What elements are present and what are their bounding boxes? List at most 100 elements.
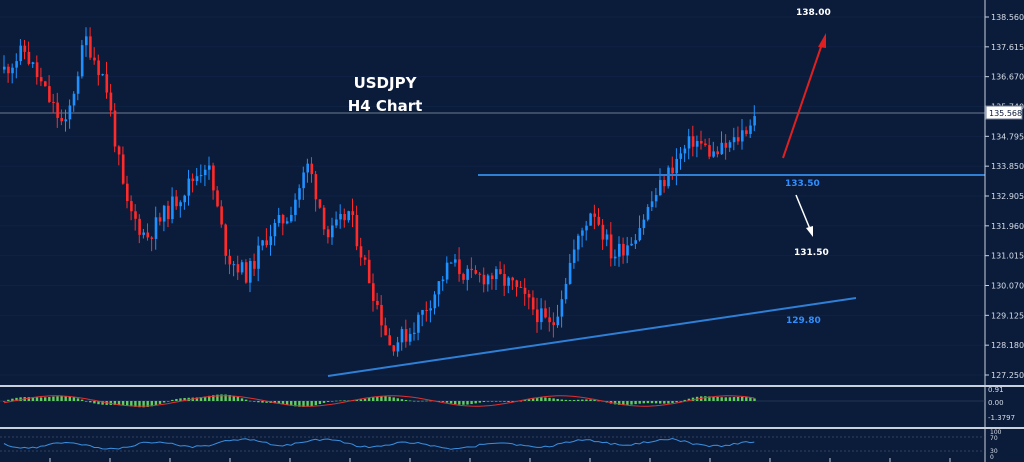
macd-bar [404, 399, 408, 401]
macd-bar [499, 401, 502, 402]
macd-bar [339, 400, 342, 402]
candle-body [228, 255, 232, 265]
rsi-tick-label: 70 [990, 435, 998, 442]
up-arrow [782, 43, 823, 159]
candle-body [68, 105, 72, 120]
macd-bar [708, 396, 711, 401]
candle-body [306, 163, 309, 173]
candle-body [191, 178, 195, 182]
price-tick-label: 132.905 [991, 192, 1024, 201]
candle-body [285, 221, 289, 224]
candle-body [48, 86, 51, 102]
macd-bar [490, 401, 494, 402]
candle-body [380, 304, 383, 326]
price-axis: 138.560137.615136.670135.740134.795133.8… [985, 13, 1024, 380]
macd-bar [93, 401, 96, 404]
candle-body [314, 174, 318, 200]
candle-body [101, 74, 104, 76]
macd-bar [544, 397, 547, 401]
macd-bar [35, 397, 39, 401]
support-trendline[interactable] [327, 297, 857, 377]
candle-body [23, 45, 27, 52]
candle-body [335, 219, 338, 226]
macd-bar [523, 400, 527, 401]
macd-bar [503, 401, 506, 402]
macd-bar [216, 394, 219, 401]
candle-body [158, 217, 162, 222]
macd-bar [281, 401, 285, 405]
candle-body [134, 211, 137, 219]
candle-body [3, 66, 6, 70]
macd-bar [359, 399, 363, 401]
label-resistance: 133.50 [785, 179, 820, 189]
macd-bar [314, 401, 317, 406]
candle-body [117, 146, 121, 155]
candle-body [167, 205, 170, 220]
macd-bar [318, 401, 322, 405]
candle-body [671, 167, 674, 174]
candle-body [326, 229, 330, 238]
macd-bar [126, 401, 129, 406]
macd-bar [618, 401, 621, 405]
candle-body [437, 281, 441, 295]
candle-body [642, 219, 646, 229]
candle-body [507, 277, 510, 286]
macd-bar [253, 401, 256, 402]
candle-body [568, 262, 572, 284]
macd-bar [208, 395, 211, 401]
candle-body [179, 202, 182, 207]
candle-body [511, 277, 514, 281]
macd-bar [716, 396, 719, 401]
rsi-line [3, 437, 755, 450]
candle-body [130, 201, 133, 212]
macd-bar [589, 399, 592, 401]
candle-body [679, 153, 683, 159]
price-candles[interactable] [3, 27, 756, 357]
candle-body [519, 286, 523, 288]
macd-bar [495, 401, 498, 402]
macd-bar [691, 397, 695, 401]
macd-tick-label: 0.00 [988, 399, 1004, 407]
candle-body [72, 93, 76, 106]
candle-body [548, 317, 551, 323]
macd-bar [671, 401, 674, 403]
macd-bar [113, 401, 117, 406]
macd-bar [462, 401, 465, 405]
macd-bar [445, 401, 449, 403]
candle-body [302, 172, 305, 189]
macd-bar [335, 400, 338, 402]
macd-bar [642, 401, 645, 404]
macd-bar [728, 397, 732, 401]
candle-body [712, 151, 715, 157]
candle-body [663, 180, 666, 187]
macd-bar [298, 401, 301, 407]
candle-body [466, 268, 469, 280]
macd-bar [171, 399, 174, 401]
macd-bar [121, 401, 125, 406]
candle-body [433, 294, 437, 309]
macd-bar [675, 401, 678, 403]
macd-bar [720, 397, 723, 401]
macd-bar [285, 401, 289, 405]
candle-body [458, 259, 461, 275]
macd-bar [556, 398, 559, 401]
macd-bar [244, 399, 248, 401]
macd-bar [355, 399, 358, 401]
macd-bar [277, 401, 281, 404]
macd-bar [195, 397, 199, 401]
label-target-down: 131.50 [794, 248, 829, 258]
macd-bar [753, 398, 756, 401]
candle-body [257, 245, 260, 269]
candle-body [281, 214, 285, 224]
macd-bar [572, 400, 576, 401]
macd-bar [736, 396, 740, 401]
price-tick-label: 138.560 [991, 13, 1024, 22]
macd-bar [224, 394, 227, 401]
macd-bar [478, 401, 481, 403]
candle-body [396, 342, 400, 352]
candle-body [203, 169, 207, 176]
macd-bar [638, 401, 641, 404]
price-grid [0, 16, 985, 376]
macd-bar [232, 395, 235, 401]
